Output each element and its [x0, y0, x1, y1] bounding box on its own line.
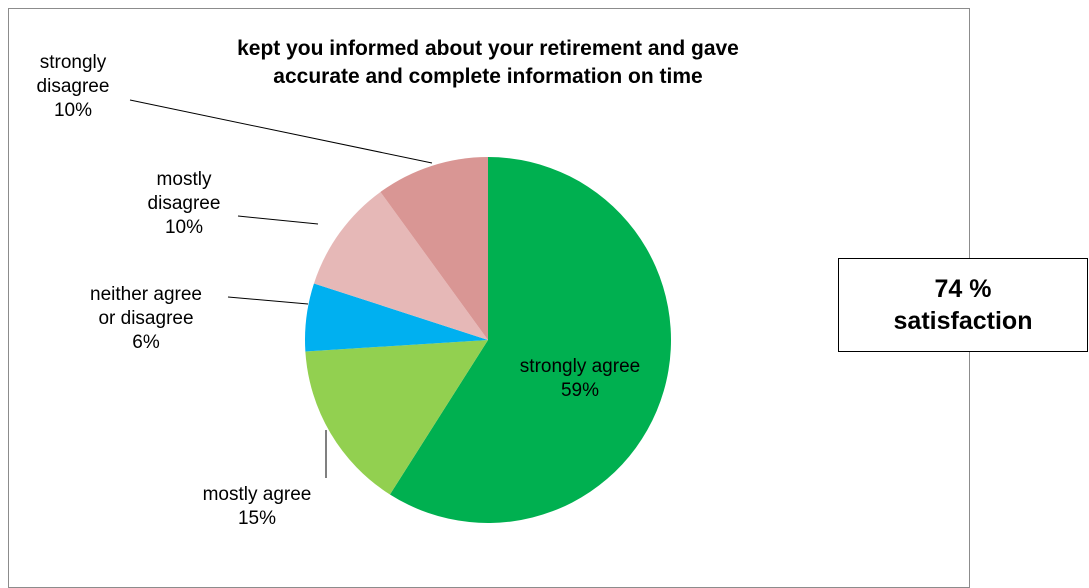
data-label-mostly-agree: mostly agree 15%	[203, 484, 312, 529]
pie-chart: kept you informed about your retirement …	[37, 37, 739, 529]
data-label-line: disagree	[37, 76, 110, 97]
data-labels: strongly agree 59% mostly agree 15% neither …	[37, 52, 641, 529]
data-label-strongly-disagree: strongly disagree 10%	[37, 52, 110, 121]
data-label-line: 10%	[165, 217, 203, 238]
data-label-mostly-disagree: mostly disagree 10%	[148, 169, 221, 238]
data-label-line: strongly	[40, 52, 107, 73]
pie-slice-mostly-disagree	[313, 191, 488, 340]
data-label-line: 15%	[238, 508, 276, 529]
chart-title-line-1: kept you informed about your retirement …	[237, 37, 739, 60]
data-label-line: mostly agree	[203, 484, 312, 505]
data-label-line: 6%	[132, 332, 160, 353]
pie-slices	[304, 157, 671, 523]
data-label-line: neither agree	[90, 284, 202, 305]
satisfaction-callout: 74 % satisfaction	[838, 258, 1088, 352]
data-label-line: 10%	[54, 100, 92, 121]
pie-slice-mostly-agree	[305, 340, 488, 495]
chart-title: kept you informed about your retirement …	[237, 37, 739, 88]
satisfaction-value: 74 %	[934, 275, 992, 303]
satisfaction-label: satisfaction	[893, 307, 1033, 335]
data-label-strongly-agree: strongly agree 59%	[520, 356, 640, 401]
leader-lines	[129, 99, 433, 478]
leader-line-strongly-disagree	[129, 99, 433, 164]
data-label-line: 59%	[561, 380, 599, 401]
data-label-neither-agree-or-disagree: neither agree or disagree 6%	[90, 284, 202, 353]
data-label-line: mostly	[157, 169, 212, 190]
data-label-line: strongly agree	[520, 356, 640, 377]
leader-line-neither-agree-or-disagree	[227, 296, 309, 305]
data-label-line: or disagree	[98, 308, 193, 329]
leader-line-mostly-disagree	[237, 215, 319, 225]
data-label-line: disagree	[148, 193, 221, 214]
pie-slice-strongly-agree	[389, 157, 671, 523]
pie-slice-neither-agree-or-disagree	[304, 283, 488, 352]
chart-title-line-2: accurate and complete information on tim…	[273, 65, 702, 88]
pie-slice-strongly-disagree	[380, 157, 488, 340]
